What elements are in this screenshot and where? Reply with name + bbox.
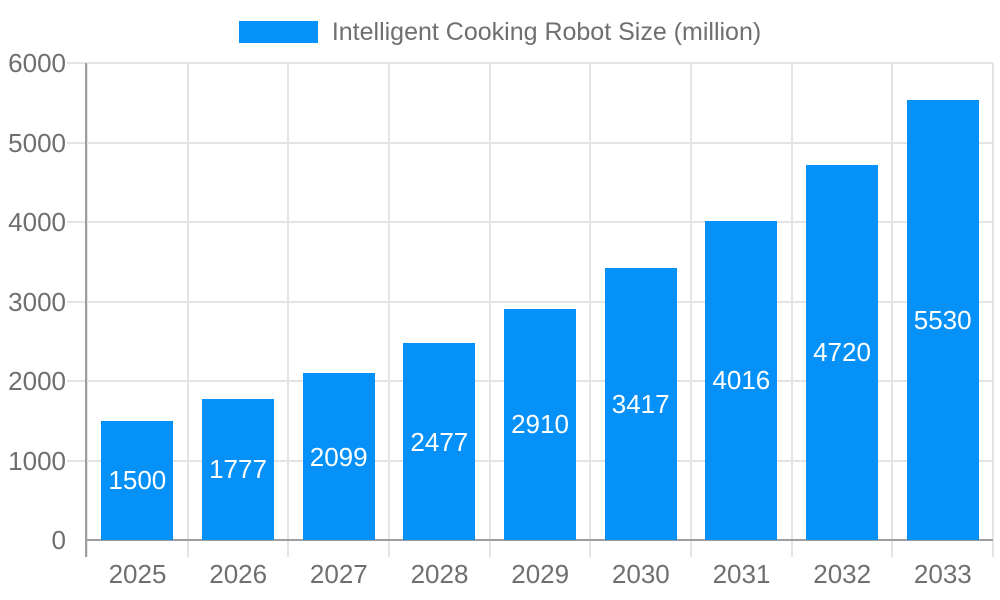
gridline-vertical xyxy=(388,63,390,557)
bar-value-label: 2910 xyxy=(511,409,569,440)
gridline-vertical xyxy=(186,63,189,557)
bar-value-label: 1777 xyxy=(209,454,267,485)
y-axis-tick-label: 1000 xyxy=(8,445,66,476)
gridline-horizontal xyxy=(67,300,993,303)
x-axis-tick-label: 2025 xyxy=(108,559,167,589)
y-axis-tick-label: 6000 xyxy=(8,48,66,78)
bar-value-label: 1500 xyxy=(108,465,167,496)
gridline-horizontal xyxy=(67,221,993,223)
y-axis-tick-label: 2000 xyxy=(8,366,66,396)
bar-value-label: 3417 xyxy=(611,389,670,420)
y-axis-line xyxy=(85,63,87,557)
gridline-vertical xyxy=(86,63,88,557)
y-axis-tick-label: 4000 xyxy=(8,207,66,237)
gridline-horizontal xyxy=(67,141,993,144)
y-axis-tick-label: 5000 xyxy=(8,127,66,158)
bar-2026[interactable]: 1777 xyxy=(202,398,274,540)
bar-2033[interactable]: 5530 xyxy=(906,100,979,540)
bar-value-label: 4720 xyxy=(813,337,871,368)
gridline-vertical xyxy=(690,63,692,557)
gridline-vertical xyxy=(891,63,894,557)
bar-2031[interactable]: 4016 xyxy=(705,220,778,540)
gridline-vertical xyxy=(992,63,994,557)
gridline-horizontal xyxy=(67,62,993,64)
legend-swatch xyxy=(238,21,318,43)
x-axis-line xyxy=(85,539,993,541)
gridline-vertical xyxy=(488,63,491,557)
x-axis-tick-label: 2029 xyxy=(511,559,570,589)
bar-value-label: 2099 xyxy=(309,441,368,472)
y-axis-tick-label: 3000 xyxy=(8,286,66,317)
bar-value-label: 2477 xyxy=(410,426,469,457)
bar-value-label: 4016 xyxy=(712,365,771,396)
y-axis-tick-label: 0 xyxy=(51,525,66,555)
gridline-vertical xyxy=(790,63,793,557)
bar-2030[interactable]: 3417 xyxy=(604,268,677,540)
legend-item[interactable]: Intelligent Cooking Robot Size (million) xyxy=(0,14,1000,50)
x-axis-tick-label: 2026 xyxy=(209,559,268,589)
x-axis-tick-label: 2027 xyxy=(309,559,368,589)
bar-2027[interactable]: 2099 xyxy=(302,373,375,540)
x-axis-tick-label: 2028 xyxy=(410,559,469,589)
x-axis-tick-label: 2030 xyxy=(611,559,670,589)
x-axis-tick-label: 2033 xyxy=(913,559,972,589)
x-axis-tick-label: 2031 xyxy=(712,559,771,589)
legend-label: Intelligent Cooking Robot Size (million) xyxy=(331,17,762,46)
bar-2028[interactable]: 2477 xyxy=(403,343,476,540)
gridline-vertical xyxy=(589,63,592,557)
bar-2032[interactable]: 4720 xyxy=(806,164,878,540)
x-axis-tick-label: 2032 xyxy=(813,559,872,589)
bar-2025[interactable]: 1500 xyxy=(101,420,174,540)
gridline-vertical xyxy=(287,63,290,557)
bar-2029[interactable]: 2910 xyxy=(504,308,576,540)
bar-value-label: 5530 xyxy=(913,305,972,336)
